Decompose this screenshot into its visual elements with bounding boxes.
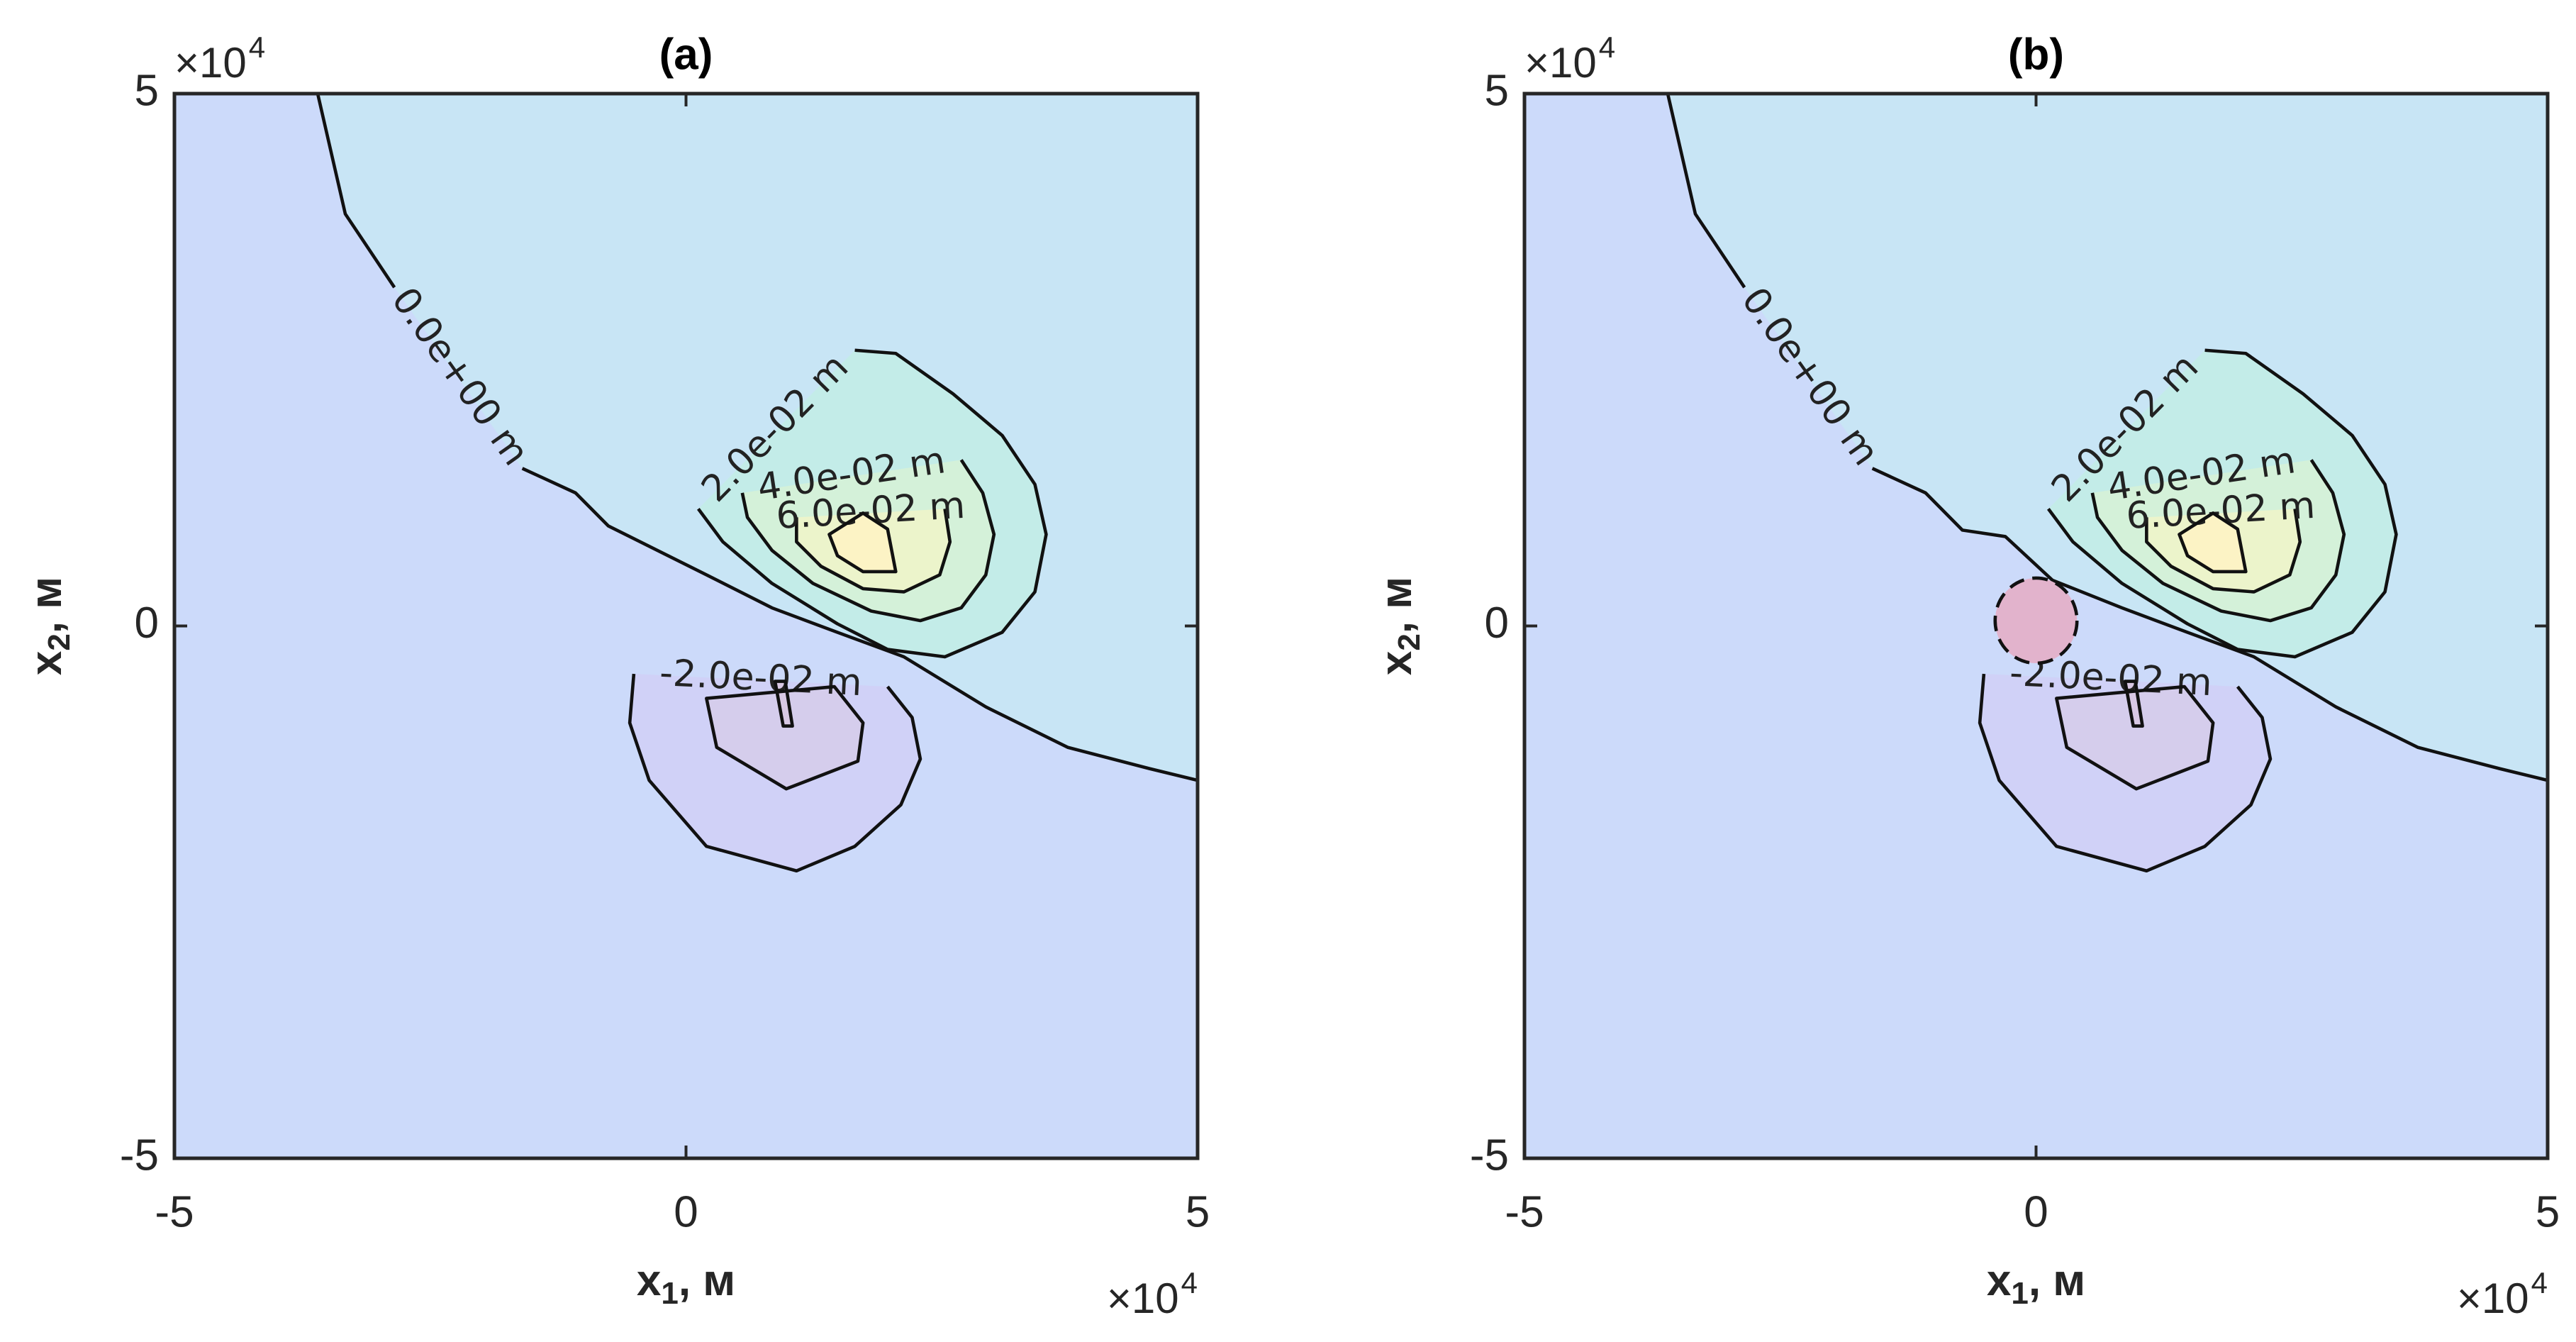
y-tick-label: 0 xyxy=(135,599,159,648)
y-tick-label: -5 xyxy=(1470,1131,1509,1180)
contour-line xyxy=(316,93,1198,782)
xlabel-label-rest: , м xyxy=(2029,1256,2085,1305)
y-tick-label: 5 xyxy=(1485,66,1509,115)
xlabel-label-sub: 1 xyxy=(2011,1276,2028,1311)
ylabel-label-text: x xyxy=(22,650,71,675)
xlabel-label-text: x xyxy=(1987,1256,2012,1305)
contour-line xyxy=(2145,509,2302,594)
y-multiplier: ×10 xyxy=(1524,39,1597,87)
x-tick-label: 0 xyxy=(2024,1187,2048,1236)
contour-fill xyxy=(2179,513,2246,572)
y-multiplier: ×10 xyxy=(174,39,247,87)
chart-title: (a) xyxy=(659,30,713,79)
xlabel-label: x1, м xyxy=(1987,1256,2085,1310)
contour-line xyxy=(2090,459,2346,623)
y-multiplier-power: 4 xyxy=(1599,30,1615,64)
x-tick-label: 5 xyxy=(1186,1187,1210,1236)
chart-title: (b) xyxy=(2008,30,2064,79)
contour-line xyxy=(2178,511,2248,574)
xlabel-label-rest: , м xyxy=(679,1256,735,1305)
xlabel-label-text: x xyxy=(637,1256,662,1305)
contour-line xyxy=(705,684,865,791)
contour-fill xyxy=(829,513,896,572)
ylabel-label-rest: , м xyxy=(22,577,71,633)
x-multiplier-power: 4 xyxy=(1181,1266,1198,1299)
contour-line xyxy=(2055,684,2215,791)
contour-line xyxy=(1978,673,2273,873)
x-multiplier: ×10 xyxy=(2457,1275,2529,1322)
x-multiplier: ×10 xyxy=(1107,1275,1179,1322)
ylabel-label-sub: 2 xyxy=(1392,633,1427,650)
xlabel-label-sub: 1 xyxy=(661,1276,678,1311)
x-multiplier-power: 4 xyxy=(2531,1266,2548,1299)
ylabel-label: x2, м xyxy=(22,577,76,675)
contour-line xyxy=(2046,348,2398,659)
contour-line xyxy=(2123,680,2144,728)
xlabel-label: x1, м xyxy=(637,1256,735,1310)
contour-line xyxy=(628,673,922,873)
contour-line xyxy=(795,509,952,594)
ylabel-label-sub: 2 xyxy=(42,633,77,650)
x-tick-label: -5 xyxy=(1505,1187,1544,1236)
contour-line xyxy=(740,459,996,623)
ylabel-label-text: x xyxy=(1372,650,1421,675)
x-tick-label: 5 xyxy=(2536,1187,2560,1236)
contour-line xyxy=(773,680,794,728)
y-tick-label: -5 xyxy=(120,1131,159,1180)
y-tick-label: 0 xyxy=(1485,599,1509,648)
x-tick-label: -5 xyxy=(155,1187,194,1236)
contour-line xyxy=(827,511,898,574)
y-tick-label: 5 xyxy=(135,66,159,115)
marker-circle xyxy=(1993,576,2079,665)
contour-line xyxy=(1666,93,2548,782)
contour-line xyxy=(696,348,1048,659)
ylabel-label-rest: , м xyxy=(1372,577,1421,633)
ylabel-label: x2, м xyxy=(1372,577,1426,675)
x-tick-label: 0 xyxy=(674,1187,698,1236)
contour-label: -2.0e-02 m xyxy=(659,652,863,704)
y-multiplier-power: 4 xyxy=(249,30,265,64)
